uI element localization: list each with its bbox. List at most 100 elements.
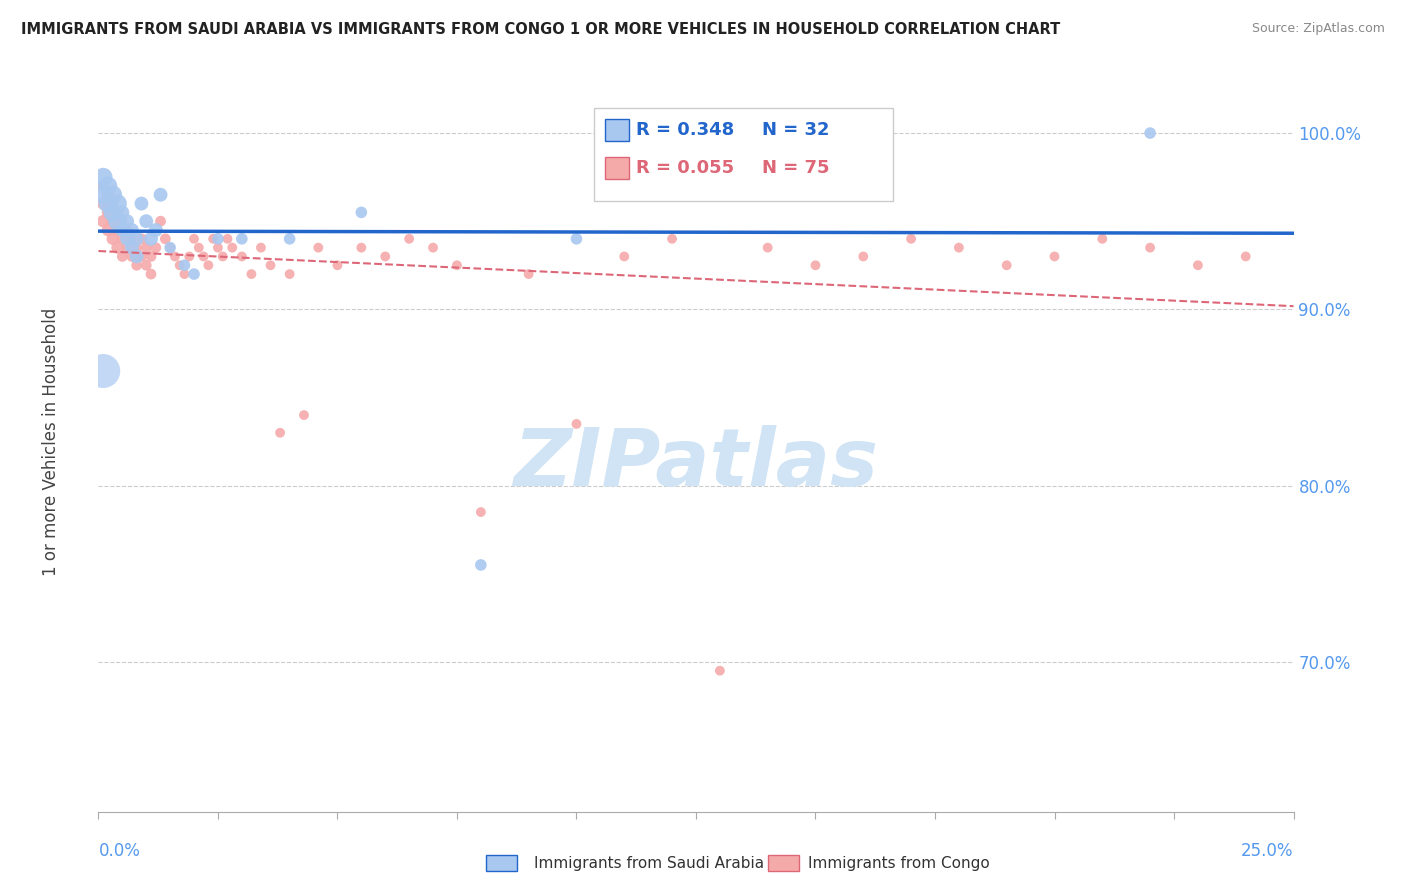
Point <box>852 249 875 263</box>
FancyBboxPatch shape <box>605 119 628 141</box>
Point <box>240 267 263 281</box>
Point <box>259 258 281 272</box>
Point <box>97 205 120 219</box>
Point <box>517 267 540 281</box>
Point <box>173 258 195 272</box>
Point <box>107 214 129 228</box>
Point <box>101 187 124 202</box>
Point <box>139 249 162 263</box>
Point <box>565 232 588 246</box>
Point <box>217 232 239 246</box>
Point <box>131 232 153 246</box>
Point <box>197 258 219 272</box>
Point <box>145 223 167 237</box>
Point <box>131 249 153 263</box>
Point <box>115 223 138 237</box>
Point <box>187 241 209 255</box>
Point <box>183 232 205 246</box>
Point <box>1234 249 1257 263</box>
Point <box>1139 126 1161 140</box>
Text: N = 75: N = 75 <box>762 160 830 178</box>
Point <box>1187 258 1209 272</box>
Point <box>125 249 148 263</box>
Point <box>97 187 120 202</box>
Point <box>125 258 148 272</box>
Point <box>107 223 129 237</box>
Point <box>121 232 143 246</box>
FancyBboxPatch shape <box>605 157 628 179</box>
Point <box>661 232 683 246</box>
Point <box>173 267 195 281</box>
Text: 0.0%: 0.0% <box>98 842 141 860</box>
Point <box>91 170 114 185</box>
Point <box>107 205 129 219</box>
Point <box>565 417 588 431</box>
Text: R = 0.348: R = 0.348 <box>636 120 734 139</box>
Point <box>91 364 114 378</box>
Point <box>179 249 201 263</box>
Point <box>613 249 636 263</box>
Point <box>101 214 124 228</box>
Point <box>202 232 225 246</box>
Point <box>135 258 157 272</box>
Point <box>111 232 134 246</box>
Point <box>398 232 420 246</box>
Point <box>159 241 181 255</box>
Point <box>125 232 148 246</box>
Point <box>115 232 138 246</box>
Point <box>121 249 143 263</box>
Point <box>121 223 143 237</box>
Point <box>350 241 373 255</box>
Point <box>125 241 148 255</box>
Point <box>111 249 134 263</box>
Point <box>269 425 291 440</box>
Text: N = 32: N = 32 <box>762 120 830 139</box>
Point <box>101 205 124 219</box>
Text: R = 0.055: R = 0.055 <box>636 160 734 178</box>
Point <box>135 241 157 255</box>
Text: Immigrants from Congo: Immigrants from Congo <box>808 856 990 871</box>
Text: Immigrants from Saudi Arabia: Immigrants from Saudi Arabia <box>534 856 765 871</box>
Point <box>91 196 114 211</box>
Bar <box>768 855 799 871</box>
Text: Source: ZipAtlas.com: Source: ZipAtlas.com <box>1251 22 1385 36</box>
Point <box>91 178 114 193</box>
Point <box>446 258 468 272</box>
Point <box>326 258 349 272</box>
Point <box>995 258 1018 272</box>
Point <box>422 241 444 255</box>
Point <box>231 249 253 263</box>
Point <box>97 223 120 237</box>
Point <box>207 241 229 255</box>
Point <box>169 258 191 272</box>
Point <box>131 196 153 211</box>
Point <box>163 249 186 263</box>
Point <box>111 205 134 219</box>
Point <box>278 267 301 281</box>
Point <box>804 258 827 272</box>
Point <box>221 241 243 255</box>
Point <box>1091 232 1114 246</box>
Point <box>709 664 731 678</box>
Point <box>193 249 215 263</box>
Point <box>111 214 134 228</box>
Point <box>139 267 162 281</box>
Point <box>121 241 143 255</box>
Point <box>374 249 396 263</box>
FancyBboxPatch shape <box>595 109 893 201</box>
Point <box>115 214 138 228</box>
Point <box>145 241 167 255</box>
Point <box>756 241 779 255</box>
Point <box>470 558 492 572</box>
Point <box>155 232 177 246</box>
Point <box>292 408 315 422</box>
Point <box>101 196 124 211</box>
Point <box>149 187 172 202</box>
Point <box>948 241 970 255</box>
Point <box>1139 241 1161 255</box>
Point <box>111 223 134 237</box>
Point <box>350 205 373 219</box>
Text: 1 or more Vehicles in Household: 1 or more Vehicles in Household <box>42 308 59 575</box>
Point <box>135 214 157 228</box>
Point <box>91 187 114 202</box>
